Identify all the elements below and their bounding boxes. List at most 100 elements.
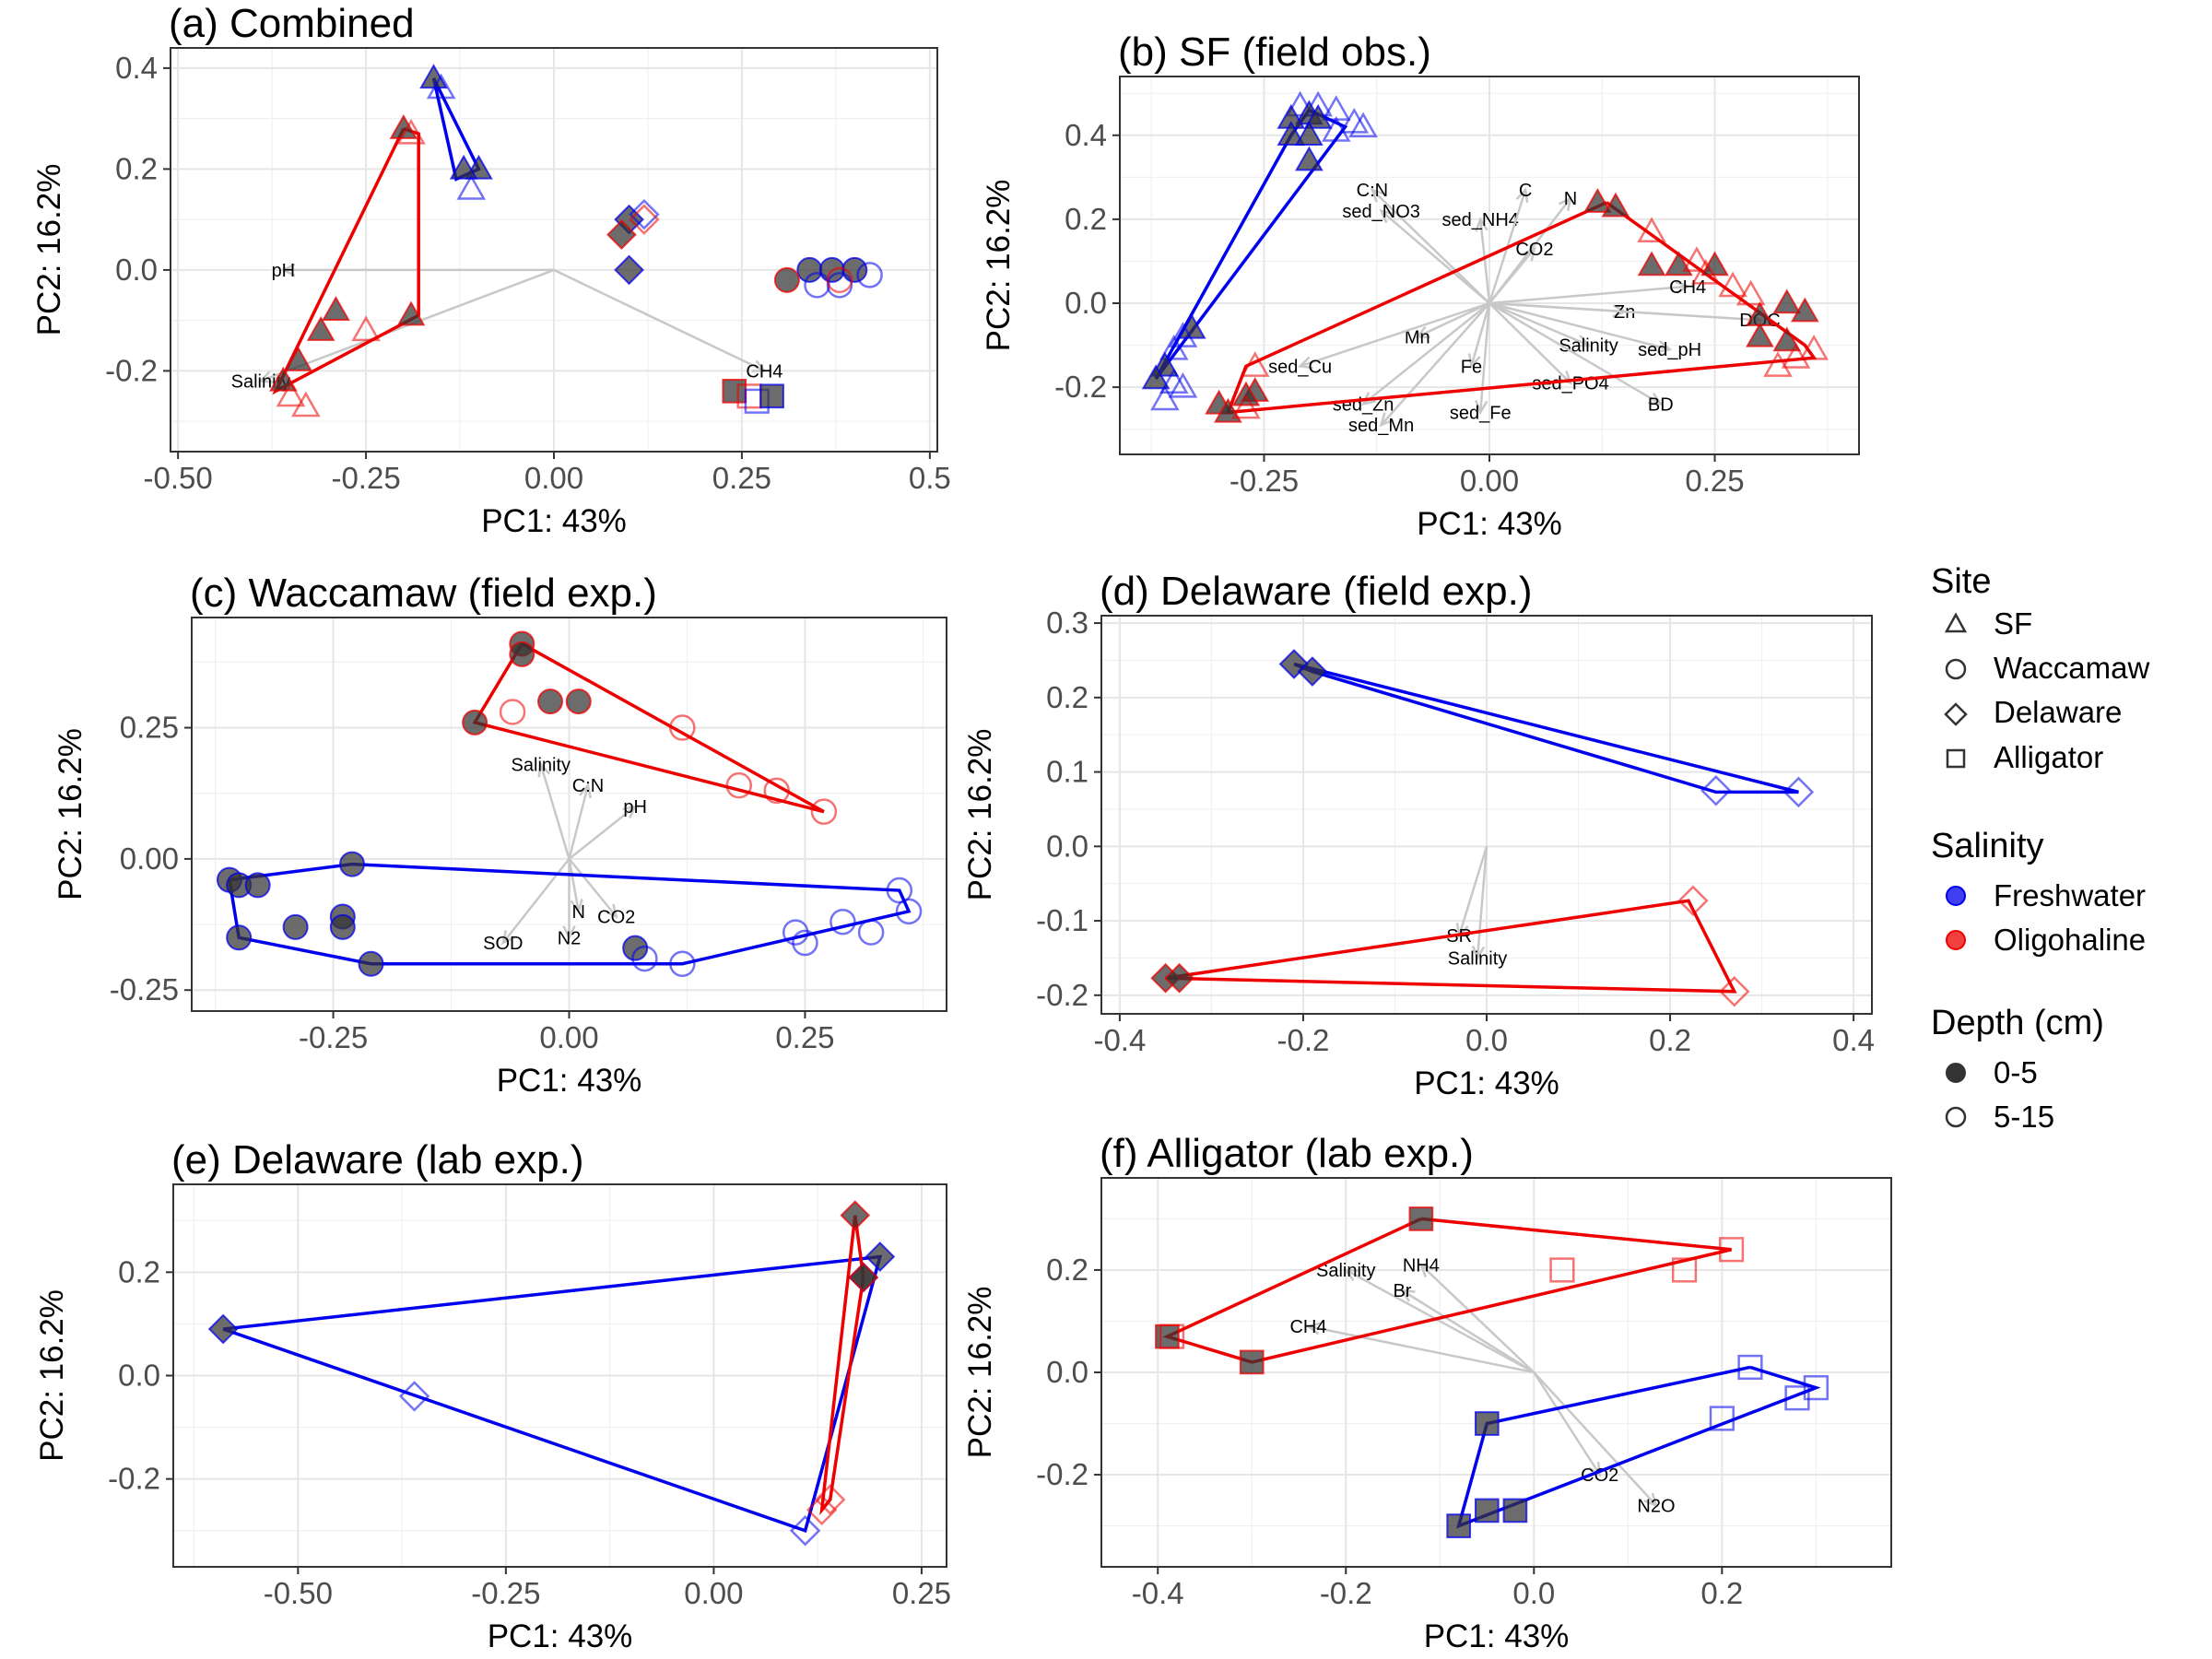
x-tick-label: 0.00	[684, 1576, 743, 1610]
data-point	[1348, 112, 1378, 138]
arrowhead	[1305, 1322, 1322, 1335]
x-tick-label: 0.5	[909, 461, 951, 495]
arrowhead	[1588, 1462, 1602, 1477]
loading-label: N	[572, 902, 585, 923]
x-tick-label: -0.50	[144, 461, 213, 495]
data-point	[1168, 371, 1198, 398]
arrowhead	[1675, 280, 1691, 294]
data-point	[565, 688, 592, 715]
y-tick-label: 0.0	[118, 1359, 160, 1393]
data-point	[629, 204, 660, 235]
arrowhead	[1575, 335, 1592, 347]
arrowhead	[1471, 945, 1486, 961]
panel-5: -0.50 -0.25 0.00 0.25 -0.2 0.0 0.2 (e) Delaware…	[34, 1137, 951, 1654]
data-point	[782, 919, 809, 946]
loading-arrow	[568, 805, 636, 860]
legend-depth-title: Depth (cm)	[1931, 1004, 2104, 1042]
y-tick-label: -0.2	[1054, 370, 1107, 404]
loading-arrow	[1478, 218, 1491, 304]
data-point	[895, 898, 923, 925]
loading-arrow	[1533, 1371, 1601, 1476]
legend-salinity-label: Oligohaline	[1994, 923, 2146, 957]
plot-border	[1119, 76, 1860, 455]
circle-icon	[1945, 658, 1967, 680]
arrowhead	[1379, 412, 1394, 428]
data-point	[1746, 322, 1774, 347]
loading-label: N2	[558, 928, 582, 948]
data-point	[396, 300, 426, 326]
data-point	[1408, 1206, 1434, 1231]
loading-arrow	[1417, 301, 1490, 338]
y-axis-label: PC2: 16.2%	[31, 164, 67, 336]
data-point	[789, 1515, 821, 1547]
panel-title: (d) Delaware (field exp.)	[1100, 569, 1533, 614]
data-point	[499, 699, 526, 725]
x-tick-label: 0.2	[1700, 1576, 1743, 1610]
data-point	[1150, 384, 1180, 411]
x-axis-label: PC1: 43%	[488, 1618, 633, 1654]
legend-site-sf: SF	[1944, 606, 2032, 641]
loading-label: Salinity	[1316, 1261, 1375, 1281]
arrowhead	[604, 903, 618, 919]
loading-label: Salinity	[1559, 336, 1618, 357]
data-point	[449, 154, 478, 180]
y-axis-label: PC2: 16.2%	[981, 180, 1017, 352]
data-point	[856, 262, 883, 288]
loading-label: Salinity	[1448, 948, 1507, 969]
loading-label: sed_NO3	[1342, 202, 1420, 222]
arrowhead	[1656, 340, 1673, 354]
loading-label: sed_Mn	[1348, 416, 1414, 436]
legend-site-delaware: Delaware	[1944, 695, 2122, 729]
freshwater-swatch-icon	[1946, 886, 1966, 906]
group-hull	[228, 862, 912, 966]
group-hull	[819, 1215, 865, 1516]
data-point	[389, 113, 418, 139]
filled-circle-icon	[1946, 1063, 1966, 1083]
loading-arrow	[1488, 301, 1670, 351]
data-point	[1168, 322, 1198, 347]
data-point	[226, 924, 253, 951]
data-point	[631, 945, 658, 972]
y-axis-label: PC2: 16.2%	[962, 1287, 998, 1459]
data-point	[1763, 351, 1793, 377]
data-point	[396, 118, 426, 145]
arrowhead	[1467, 353, 1481, 370]
loading-label: N	[1564, 189, 1577, 209]
arrowhead	[1475, 399, 1488, 416]
data-point	[276, 381, 306, 407]
loading-label: Mn	[1405, 327, 1430, 347]
data-point	[1321, 116, 1351, 142]
arrowhead	[1360, 392, 1377, 406]
square-icon	[1946, 748, 1966, 769]
panel-4: -0.4 -0.2 0.0 0.2 0.4-0.2-0.10.00.10.20.3SRS…	[962, 569, 1875, 1101]
loading-arrow	[1371, 189, 1490, 304]
data-point	[1278, 649, 1310, 679]
data-point	[1718, 1237, 1745, 1263]
x-tick-label: 0.00	[524, 461, 583, 495]
data-point	[759, 383, 784, 409]
legend-site-waccamaw: Waccamaw	[1945, 651, 2149, 685]
loading-label: N2O	[1637, 1496, 1675, 1516]
legend-site-label: Delaware	[1994, 695, 2122, 729]
data-point	[1446, 1513, 1472, 1538]
loading-label: C	[1519, 181, 1532, 201]
data-point	[1474, 1498, 1500, 1524]
data-point	[840, 1200, 871, 1231]
data-point	[1164, 962, 1194, 994]
loading-arrow	[1457, 845, 1488, 936]
data-point	[1583, 188, 1612, 213]
loading-arrow	[553, 268, 765, 372]
data-point	[725, 771, 753, 799]
data-point	[398, 1381, 430, 1412]
arrowhead	[1418, 1263, 1434, 1277]
plot-border	[170, 47, 938, 453]
group-hull	[1225, 201, 1818, 415]
diamond-icon	[1944, 702, 1968, 726]
data-point	[1303, 103, 1333, 129]
legend-depth-0-5: 0-5	[1946, 1055, 2038, 1089]
data-point	[1141, 364, 1171, 390]
data-point	[1677, 885, 1709, 916]
